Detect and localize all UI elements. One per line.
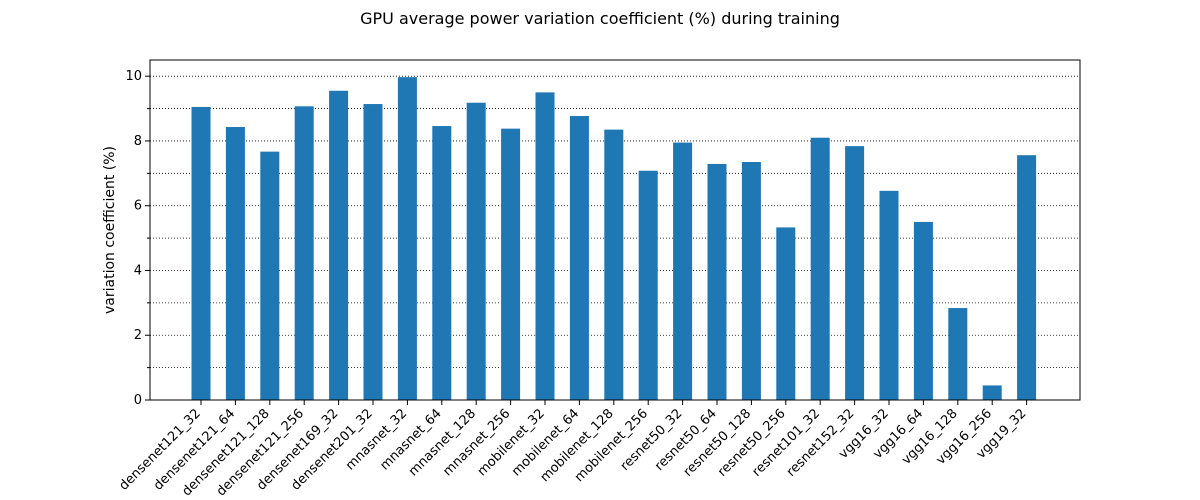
bar-mobilenet_64: [569, 116, 589, 401]
bar-mobilenet_128: [604, 129, 624, 400]
bar-resnet50_256: [776, 227, 796, 400]
bar-mnasnet_64: [432, 126, 452, 401]
bar-resnet50_32: [673, 142, 693, 401]
bar-densenet121_64: [225, 127, 245, 401]
bar-vgg16_256: [982, 385, 1002, 400]
bar-resnet152_32: [845, 146, 865, 400]
y-tick-label: 2: [134, 328, 142, 343]
y-tick-label: 6: [134, 199, 142, 214]
y-tick-label: 10: [125, 69, 142, 84]
bar-vgg16_32: [879, 190, 899, 400]
y-axis-label: variation coefficient (%): [102, 146, 118, 314]
bar-vgg16_64: [913, 221, 933, 400]
bar-resnet50_128: [741, 162, 761, 400]
bar-vgg16_128: [948, 308, 968, 400]
y-tick-label: 8: [134, 134, 142, 149]
bar-resnet50_64: [707, 163, 727, 400]
bar-mnasnet_128: [466, 102, 486, 400]
plot-frame: [149, 59, 1081, 401]
bar-resnet101_32: [810, 137, 830, 400]
bar-densenet121_32: [191, 106, 211, 400]
bars-group: [191, 77, 1037, 401]
bar-mnasnet_256: [501, 128, 521, 400]
bar-mnasnet_32: [397, 77, 417, 401]
bar-densenet169_32: [329, 90, 349, 400]
x-axis: densenet121_32densenet121_64densenet121_…: [117, 400, 1029, 499]
bar-densenet121_128: [260, 151, 280, 400]
bar-vgg19_32: [1017, 155, 1037, 400]
y-tick-label: 4: [134, 263, 142, 278]
bar-mobilenet_32: [535, 92, 555, 400]
bar-densenet121_256: [294, 106, 314, 401]
bar-densenet201_32: [363, 104, 383, 401]
bar-mobilenet_256: [638, 170, 658, 400]
chart-title: GPU average power variation coefficient …: [360, 9, 840, 28]
y-axis: 0 2 4 6 8 10: [125, 69, 150, 408]
y-tick-label: 0: [134, 393, 142, 408]
